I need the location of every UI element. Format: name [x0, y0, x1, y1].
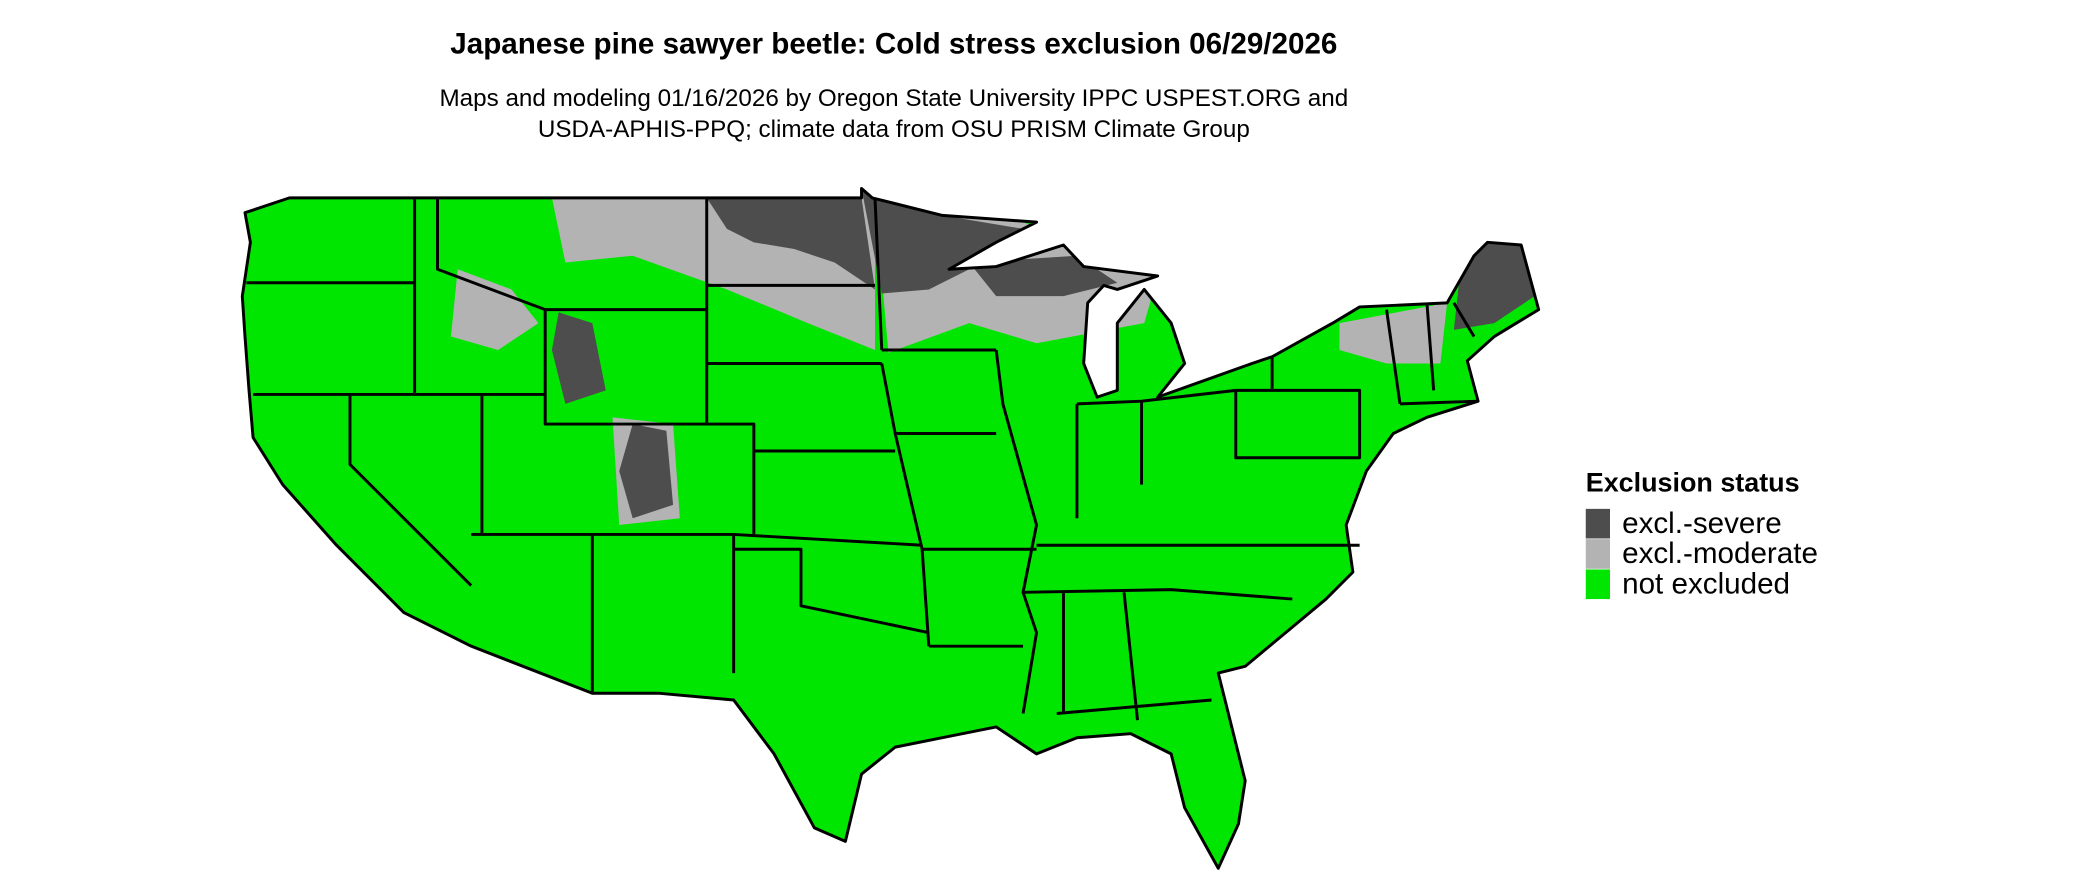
legend-label: excl.-moderate — [1622, 537, 1818, 570]
legend-label: excl.-severe — [1622, 507, 1782, 540]
legend-swatch — [1585, 569, 1610, 600]
us-outline — [240, 187, 1541, 870]
map-title: Japanese pine sawyer beetle: Cold stress… — [450, 28, 1337, 61]
legend-swatch — [1585, 508, 1610, 539]
state-borders — [246, 197, 1479, 721]
region-excl-moderate — [450, 197, 1448, 526]
legend-label: not excluded — [1622, 567, 1790, 600]
legend-swatch — [1585, 539, 1610, 569]
map-subtitle: Maps and modeling 01/16/2026 by Oregon S… — [440, 85, 1349, 112]
region-excl-severe — [551, 188, 1535, 519]
legend-title: Exclusion status — [1586, 468, 1800, 498]
map-regions — [242, 188, 1539, 869]
map-subtitle: USDA-APHIS-PPQ; climate data from OSU PR… — [538, 116, 1250, 143]
